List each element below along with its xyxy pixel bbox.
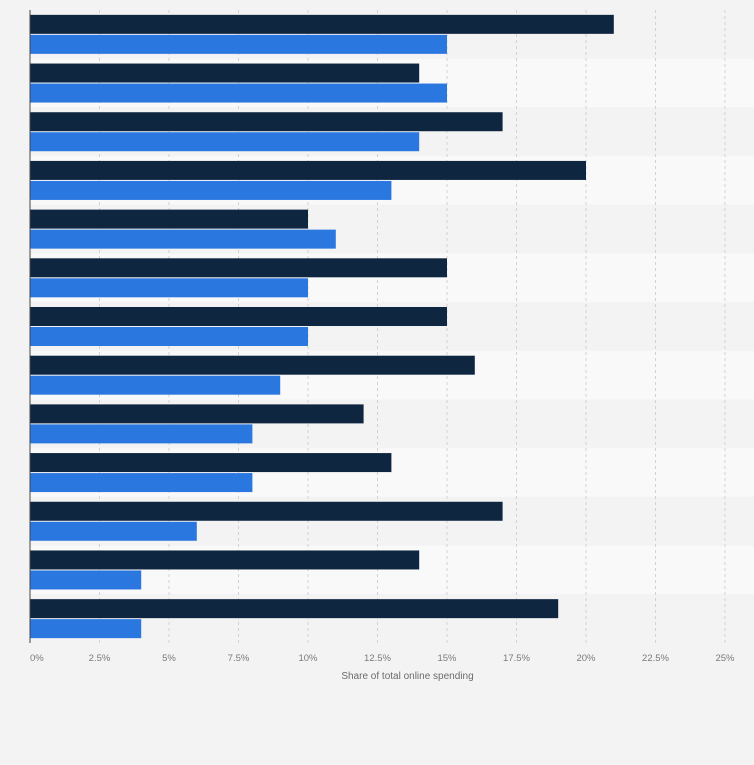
bar-series-2	[30, 327, 308, 346]
x-tick-label: 2.5%	[89, 653, 111, 664]
bar-series-2	[30, 619, 142, 639]
bar-series-1	[30, 501, 503, 521]
x-tick-label: 22.5%	[642, 653, 669, 664]
bar-series-2	[30, 473, 253, 493]
bar-series-1	[30, 404, 364, 424]
bar-series-1	[30, 307, 447, 326]
bars	[30, 14, 614, 639]
bar-series-2	[30, 278, 308, 298]
x-axis-ticks: 0% 2.5% 5% 7.5% 10% 12.5% 15% 17.5% 20% 22.5% 25%	[30, 653, 735, 664]
bar-series-2	[30, 229, 336, 249]
x-axis-title: Share of total online spending	[341, 671, 473, 682]
bar-series-1	[30, 112, 503, 132]
bar-series-2	[30, 34, 447, 54]
bar-series-1	[30, 355, 475, 375]
x-tick-label: 7.5%	[228, 653, 250, 664]
bar-series-2	[30, 83, 447, 103]
bar-series-1	[30, 160, 586, 180]
bar-series-1	[30, 258, 447, 278]
bar-series-2	[30, 180, 392, 200]
x-tick-label: 12.5%	[364, 653, 391, 664]
bar-series-1	[30, 209, 308, 229]
bar-series-2	[30, 132, 420, 152]
x-tick-label: 15%	[437, 653, 457, 664]
x-tick-label: 20%	[576, 653, 596, 664]
bar-series-1	[30, 550, 420, 570]
bar-series-2	[30, 424, 253, 444]
x-tick-label: 17.5%	[503, 653, 530, 664]
x-tick-label: 5%	[162, 653, 176, 664]
bar-series-2	[30, 521, 197, 541]
x-tick-label: 10%	[298, 653, 318, 664]
bar-series-2	[30, 375, 281, 395]
x-tick-label: 0%	[30, 653, 44, 664]
x-tick-label: 25%	[715, 653, 735, 664]
bar-series-1	[30, 453, 392, 473]
bar-series-2	[30, 570, 142, 590]
bar-series-1	[30, 63, 420, 83]
bar-series-1	[30, 599, 559, 619]
row-bands	[30, 10, 754, 643]
bar-series-1	[30, 14, 614, 34]
